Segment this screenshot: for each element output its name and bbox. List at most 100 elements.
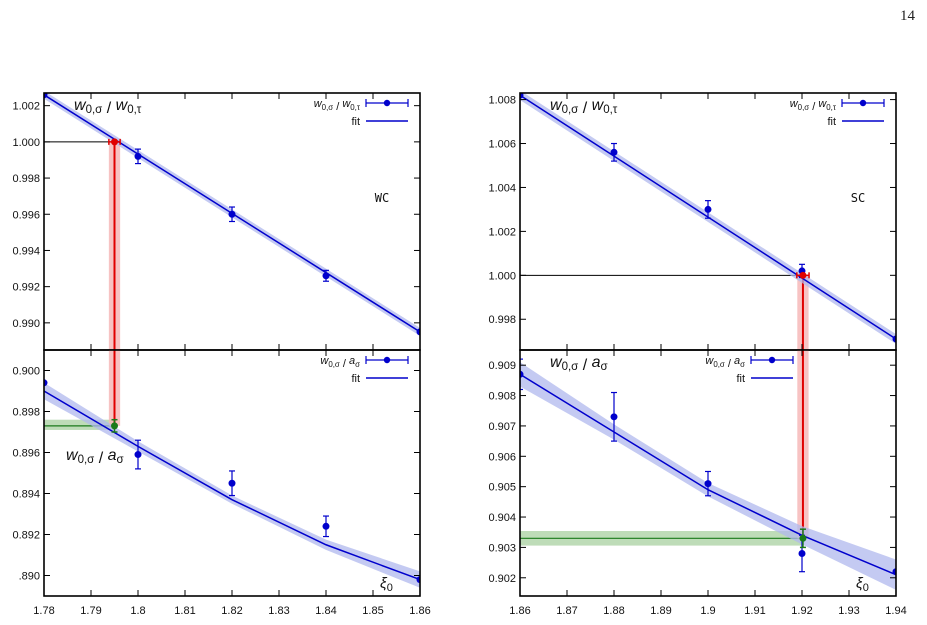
legend-data-label: w0,σ / w0,τ [314, 98, 361, 113]
ylabel-part: w [550, 97, 563, 114]
ytick-label: 1.002 [488, 226, 516, 238]
ytick-label: 1.006 [488, 139, 516, 151]
legend-data-label-part: σ [740, 360, 745, 369]
xlabel-part: 0 [387, 582, 393, 594]
ytick-label: 0.908 [488, 391, 516, 403]
data-point [610, 413, 618, 421]
ylabel-part: / [578, 357, 591, 374]
ytick-label: 1.004 [488, 182, 516, 194]
plot-area [44, 93, 420, 350]
legend-data-label-part: / [333, 101, 342, 113]
ytick-label: 0.907 [488, 421, 516, 433]
ylabel-part: a [108, 447, 117, 464]
data-point [44, 93, 48, 99]
xtick-label: 1.78 [33, 605, 54, 617]
legend-data-label-part: / [725, 358, 734, 370]
xtick-label: 1.79 [80, 605, 101, 617]
ytick-label: 1.008 [488, 95, 516, 107]
ylabel-part: / [578, 100, 591, 117]
ylabel-part: 0,τ [603, 104, 618, 116]
crossing-point [111, 138, 118, 146]
ytick-label: 0.902 [488, 573, 516, 585]
data-point [798, 549, 806, 557]
panel-annotation: WC [375, 191, 389, 205]
xtick-label: 1.84 [315, 605, 336, 617]
data-point [134, 152, 142, 160]
ytick-label: 0.900 [12, 366, 40, 378]
legend-data-marker [383, 356, 391, 364]
data-point [892, 568, 896, 576]
ylabel-part: σ [601, 361, 608, 373]
legend-data-marker [383, 99, 391, 107]
legend-data-label: w0,σ / aσ [320, 355, 360, 370]
ylabel-part: a [592, 354, 601, 371]
ylabel-part: 0,σ [562, 361, 579, 373]
result-band [44, 419, 115, 430]
data-point [134, 451, 142, 459]
result-point [799, 534, 807, 542]
legend-data-label-part: w [342, 98, 351, 110]
panel-annotation: SC [851, 191, 865, 205]
xtick-label: 1.86 [409, 605, 430, 617]
xlabel-part: ξ [856, 575, 864, 592]
legend-data-label-part: 0,σ [713, 360, 725, 369]
legend-data-label-part: w [790, 98, 799, 110]
ylabel-part: w [550, 354, 563, 371]
ytick-label: 0.909 [488, 360, 516, 372]
legend-data-label-part: / [809, 101, 818, 113]
data-point [892, 335, 896, 343]
ytick-label: 1.000 [488, 270, 516, 282]
xlabel: ξ0 [856, 575, 869, 594]
data-point [322, 272, 330, 280]
xtick-label: 1.93 [838, 605, 859, 617]
legend-data-label-part: σ [355, 360, 360, 369]
ylabel-part: w [66, 447, 79, 464]
ylabel-part: 0,τ [127, 104, 142, 116]
xtick-label: 1.94 [885, 605, 906, 617]
xtick-label: 1.82 [221, 605, 242, 617]
panel-right-bottom: 0.902 0.903 0.904 0.905 0.906 0.907 0.908 0.909… [488, 349, 907, 617]
legend-data-label-part: w [818, 98, 827, 110]
ylabel-part: w [592, 97, 605, 114]
ylabel-part: w [116, 97, 129, 114]
ytick-label: 0.894 [12, 489, 40, 501]
ytick-label: 0.992 [12, 282, 40, 294]
ytick-label: 0.994 [12, 245, 40, 257]
xtick-label: 1.88 [603, 605, 624, 617]
xtick-label: 1.85 [362, 605, 383, 617]
plot-area [44, 350, 420, 588]
ytick-label: 0.996 [12, 209, 40, 221]
legend-fit-label: fit [351, 116, 360, 128]
ytick-label: 1.002 [12, 101, 40, 113]
data-point [322, 522, 330, 530]
ytick-label: 0.905 [488, 482, 516, 494]
legend-data-label-part: 0,σ [328, 360, 340, 369]
ylabel-part: w [74, 97, 87, 114]
data-point [704, 480, 712, 488]
ytick-label: 0.892 [12, 530, 40, 542]
legend-data-label-part: 0,τ [350, 103, 361, 112]
data-point [416, 328, 420, 336]
ylabel-part: 0,σ [86, 104, 103, 116]
xtick-label: 1.89 [650, 605, 671, 617]
data-point [416, 576, 420, 584]
legend-data-label: w0,σ / w0,τ [790, 98, 837, 113]
ylabel-part: 0,σ [78, 454, 95, 466]
data-point [44, 379, 48, 387]
legend-data-marker [859, 99, 867, 107]
legend-data-label-part: w [314, 98, 323, 110]
xlabel-part: ξ [380, 575, 388, 592]
fit-band [520, 362, 896, 590]
legend-data-label-part: 0,τ [826, 103, 837, 112]
xtick-label: 1.83 [268, 605, 289, 617]
legend-fit-label: fit [827, 116, 836, 128]
xtick-label: 1.86 [509, 605, 530, 617]
xlabel: ξ0 [380, 575, 393, 594]
ylabel: w0,σ / w0,τ [550, 97, 618, 117]
legend-data-marker [768, 356, 776, 364]
ylabel-part: σ [117, 454, 124, 466]
ytick-label: 0.898 [12, 407, 40, 419]
ylabel-part: / [102, 100, 115, 117]
legend-data-label-part: w [705, 355, 714, 367]
